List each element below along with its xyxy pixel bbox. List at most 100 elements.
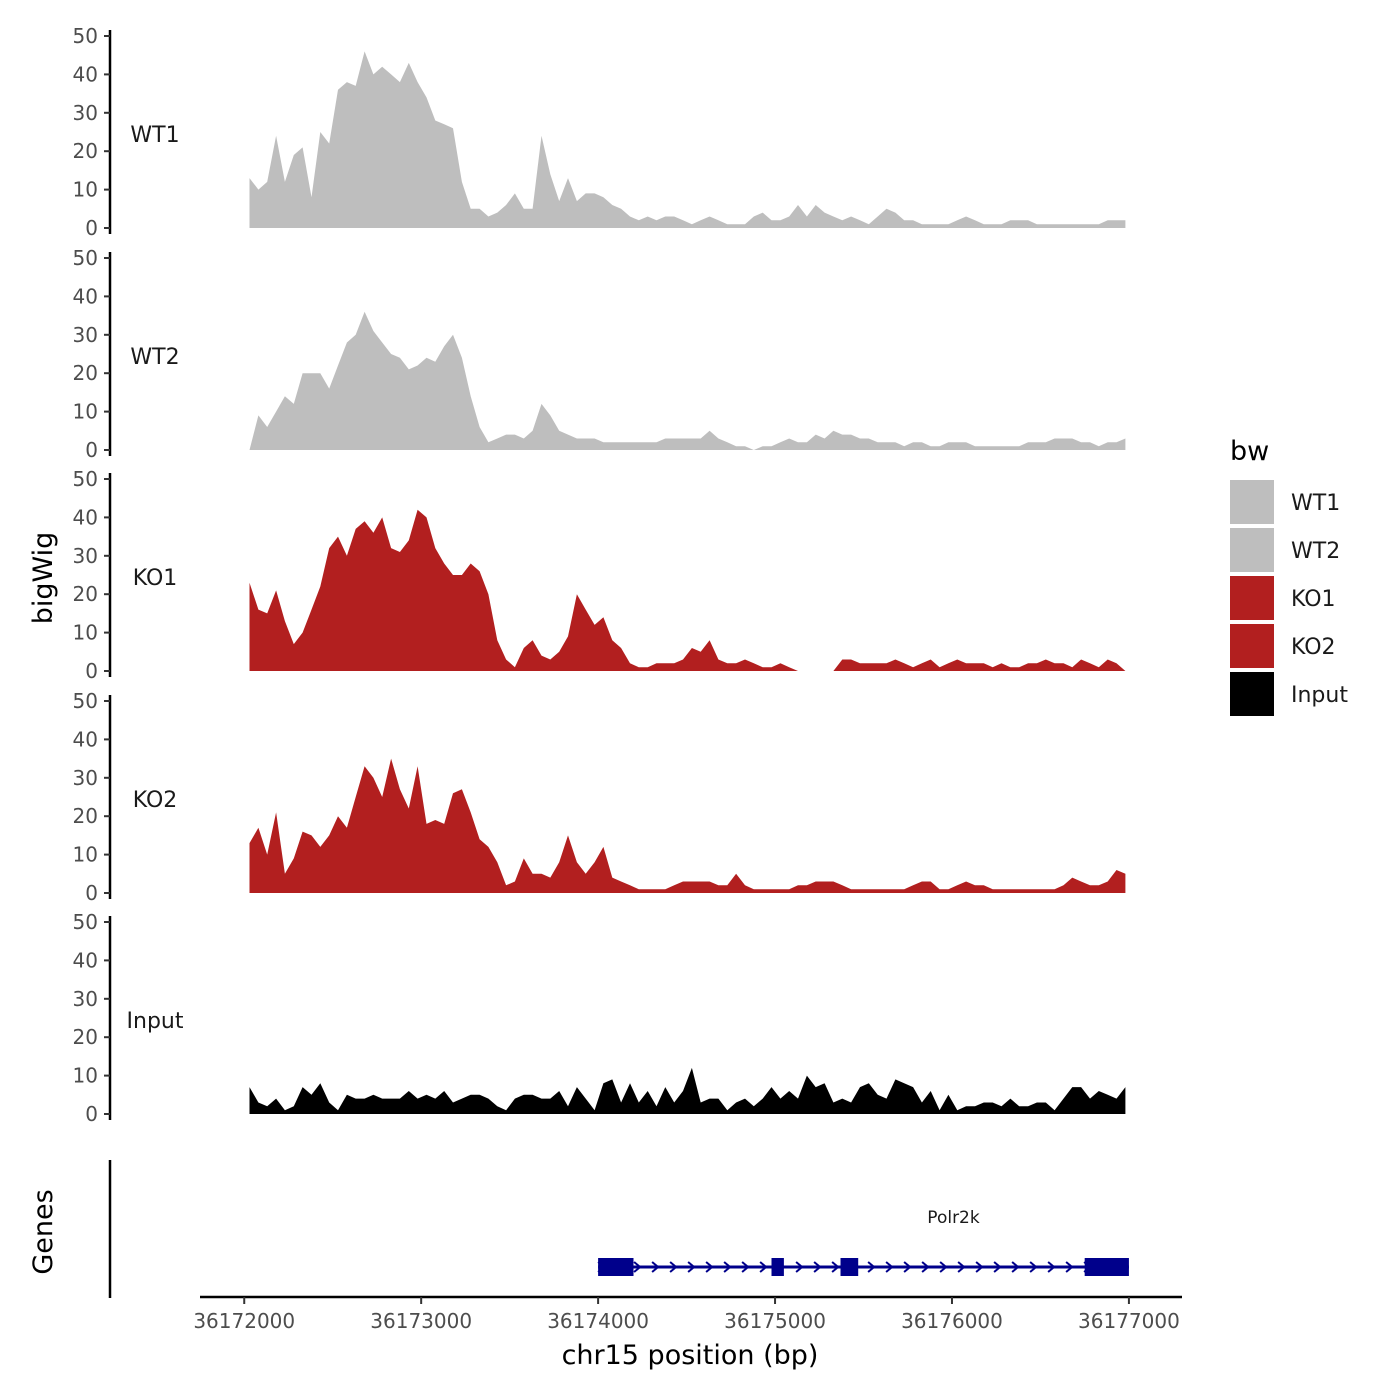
legend-label: KO1 [1291, 587, 1336, 612]
track-label: Input [127, 1009, 184, 1034]
track-ko2: 0 10 20 30 40 50 KO2 [73, 689, 1126, 905]
strand-arrow [741, 1261, 750, 1273]
area-wt2 [249, 311, 1126, 450]
y-tick-label: 30 [73, 323, 98, 347]
track-input: 0 10 20 30 40 50 Input [73, 910, 1126, 1126]
x-axis-title: chr15 position (bp) [562, 1340, 819, 1371]
legend-item-wt1: WT1 [1230, 480, 1340, 524]
y-tick-label: 10 [73, 1064, 98, 1088]
y-tick-label: 40 [73, 948, 98, 972]
area-ko2 [249, 758, 1126, 893]
legend-label: Input [1291, 683, 1348, 708]
strand-arrow [975, 1261, 984, 1273]
y-tick-label: 0 [85, 438, 98, 462]
track-label: WT2 [130, 345, 179, 370]
y-tick-label: 20 [73, 582, 98, 606]
legend-label: WT1 [1291, 491, 1340, 516]
legend-item-wt2: WT2 [1230, 528, 1340, 572]
y-tick-label: 30 [73, 101, 98, 125]
x-tick-label: 36177000 [1078, 1309, 1180, 1333]
legend: bw WT1 WT2 KO1 KO2 Input [1230, 436, 1348, 716]
strand-arrow [957, 1261, 966, 1273]
y-tick-label: 50 [73, 689, 98, 713]
legend-swatch [1230, 480, 1274, 524]
y-tick-label: 0 [85, 659, 98, 683]
y-tick-label: 10 [73, 621, 98, 645]
area-wt1 [249, 51, 1126, 229]
exon [1084, 1258, 1129, 1276]
legend-item-ko1: KO1 [1230, 576, 1336, 620]
track-label: WT1 [130, 123, 179, 148]
strand-arrow [723, 1261, 732, 1273]
strand-arrow [1029, 1261, 1038, 1273]
strand-arrow [651, 1261, 660, 1273]
x-tick-label: 36176000 [901, 1309, 1003, 1333]
legend-item-ko2: KO2 [1230, 624, 1336, 668]
track-label: KO2 [133, 788, 178, 813]
x-tick-label: 36174000 [547, 1309, 649, 1333]
strand-arrow [1047, 1261, 1056, 1273]
area-ko1 [249, 509, 1126, 671]
legend-item-input: Input [1230, 672, 1348, 716]
y-tick-label: 50 [73, 467, 98, 491]
y-tick-label: 40 [73, 505, 98, 529]
legend-swatch [1230, 576, 1274, 620]
strand-arrow [1011, 1261, 1020, 1273]
exon [840, 1258, 859, 1276]
strand-arrow [831, 1261, 840, 1273]
track-label: KO1 [133, 566, 178, 591]
strand-arrow [759, 1261, 768, 1273]
genes-axis-title: Genes [28, 1189, 59, 1274]
y-tick-label: 10 [73, 843, 98, 867]
strand-arrow [921, 1261, 930, 1273]
strand-arrow [633, 1261, 642, 1273]
legend-swatch [1230, 672, 1274, 716]
y-tick-label: 40 [73, 284, 98, 308]
strand-arrow [813, 1261, 822, 1273]
track-wt2: 0 10 20 30 40 50 WT2 [73, 246, 1126, 462]
y-tick-label: 10 [73, 400, 98, 424]
y-tick-label: 20 [73, 139, 98, 163]
exon [598, 1258, 634, 1276]
y-tick-label: 30 [73, 544, 98, 568]
gene-polr2k: Polr2k [597, 1208, 1129, 1276]
y-tick-label: 50 [73, 24, 98, 48]
legend-label: KO2 [1291, 635, 1336, 660]
y-tick-label: 10 [73, 178, 98, 202]
y-tick-label: 0 [85, 216, 98, 240]
legend-swatch [1230, 624, 1274, 668]
strand-arrow [867, 1261, 876, 1273]
area-input [249, 1067, 1126, 1114]
legend-label: WT2 [1291, 539, 1340, 564]
strand-arrow [885, 1261, 894, 1273]
y-tick-label: 30 [73, 987, 98, 1011]
strand-arrow [687, 1261, 696, 1273]
strand-arrow [993, 1261, 1002, 1273]
strand-arrow [1065, 1261, 1074, 1273]
y-tick-label: 0 [85, 1102, 98, 1126]
exon [771, 1258, 784, 1276]
y-tick-label: 30 [73, 766, 98, 790]
y-tick-label: 0 [85, 881, 98, 905]
strand-arrow [939, 1261, 948, 1273]
x-tick-label: 36172000 [193, 1309, 295, 1333]
track-wt1: 0 10 20 30 40 50 WT1 [73, 24, 1126, 240]
track-ko1: 0 10 20 30 40 50 KO1 [73, 467, 1126, 683]
strand-arrow [669, 1261, 678, 1273]
strand-arrow [705, 1261, 714, 1273]
tracks-group: 0 10 20 30 40 50 WT1 0 10 20 30 40 50 WT2 0 10 20 30 40 50 K… [73, 24, 1126, 1126]
gene-panel: Polr2k [108, 1160, 1129, 1298]
x-tick-label: 36175000 [724, 1309, 826, 1333]
y-tick-label: 50 [73, 246, 98, 270]
y-tick-label: 40 [73, 62, 98, 86]
y-tick-label: 40 [73, 727, 98, 751]
legend-title: bw [1230, 436, 1269, 467]
x-axis: 36172000 36173000 36174000 36175000 36176000… [193, 1295, 1182, 1333]
y-axis-title: bigWig [28, 532, 59, 625]
y-tick-label: 20 [73, 1025, 98, 1049]
y-tick-label: 50 [73, 910, 98, 934]
legend-swatch [1230, 528, 1274, 572]
strand-arrow [795, 1261, 804, 1273]
strand-arrow [903, 1261, 912, 1273]
